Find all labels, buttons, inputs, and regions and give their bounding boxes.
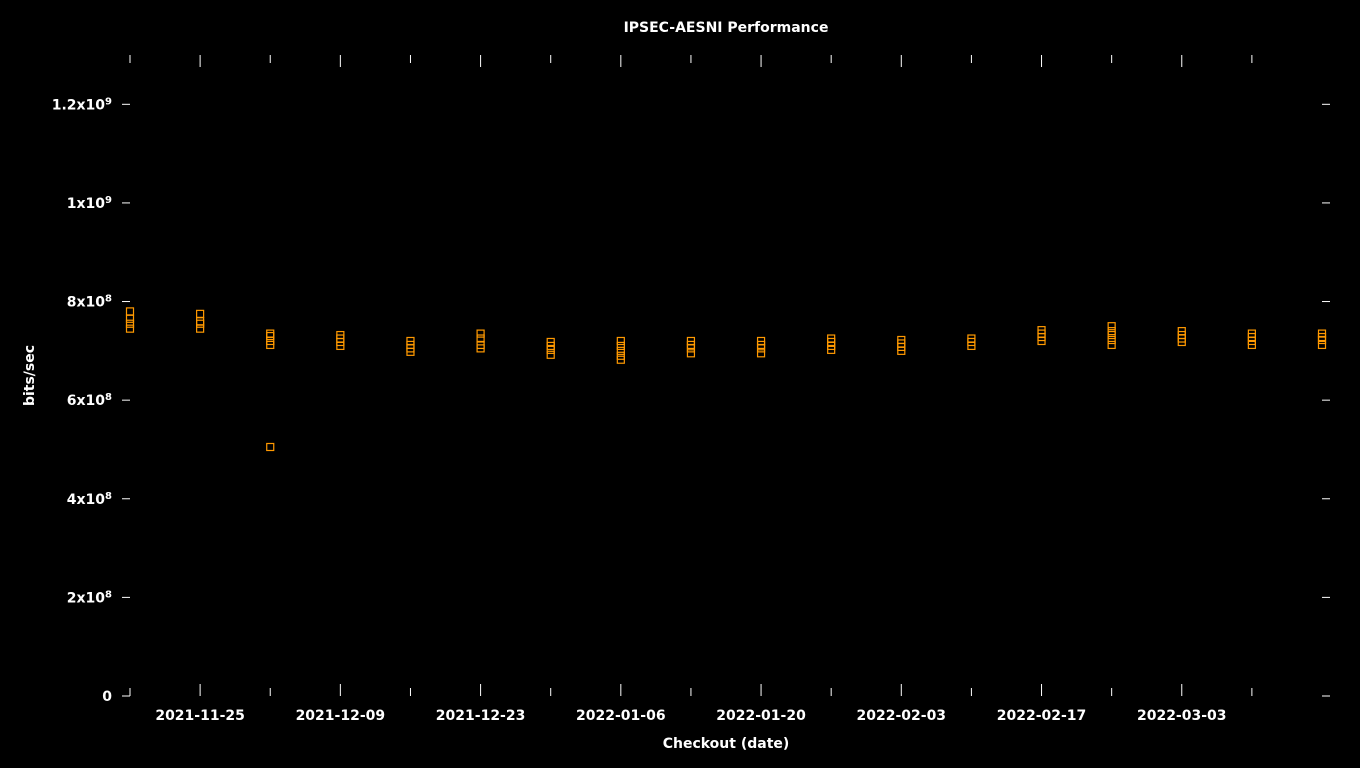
y-tick-label: 0: [102, 689, 112, 705]
x-tick-label: 2022-03-03: [1137, 708, 1227, 724]
y-axis-label: bits/sec: [22, 345, 38, 406]
x-axis-label: Checkout (date): [663, 736, 790, 752]
x-tick-label: 2022-02-17: [997, 708, 1087, 724]
x-tick-label: 2021-11-25: [155, 708, 245, 724]
x-tick-label: 2021-12-23: [436, 708, 526, 724]
x-tick-label: 2022-01-20: [716, 708, 806, 724]
x-tick-label: 2021-12-09: [296, 708, 386, 724]
chart-title: IPSEC-AESNI Performance: [624, 20, 829, 36]
x-tick-label: 2022-02-03: [857, 708, 947, 724]
performance-chart: IPSEC-AESNI Performance02x1084x1086x1088…: [0, 0, 1360, 768]
y-tick-label: 1.2x109: [52, 96, 112, 114]
x-tick-label: 2022-01-06: [576, 708, 666, 724]
